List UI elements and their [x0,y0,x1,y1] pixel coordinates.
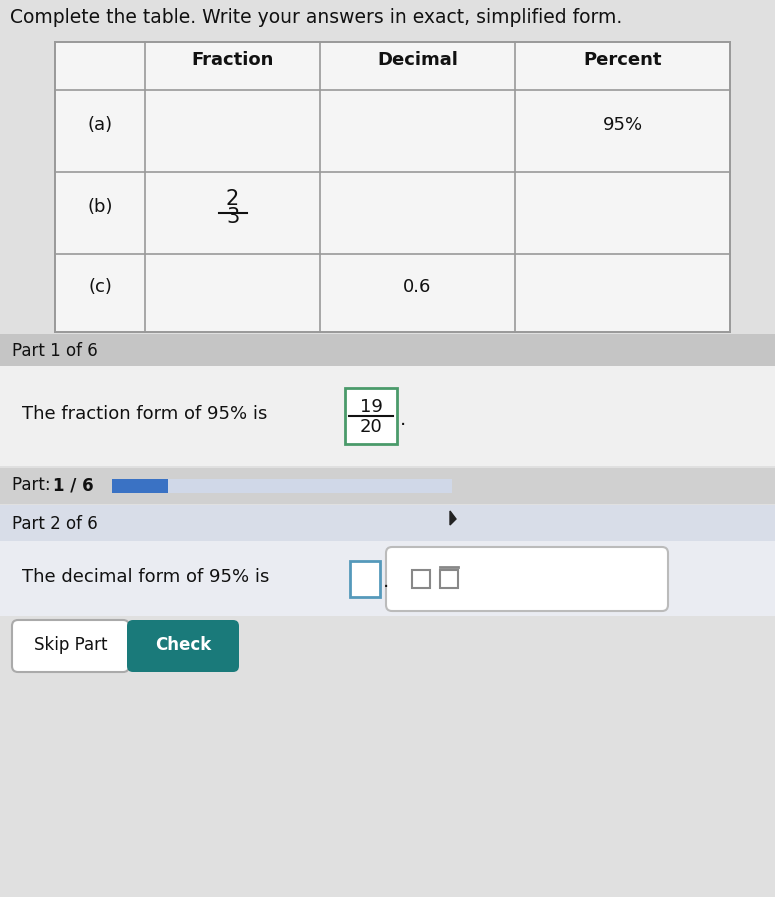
Bar [112,479,168,493]
Bar [55,42,730,332]
Bar [0,334,775,366]
Text: (c): (c) [88,278,112,296]
Text: Fraction: Fraction [191,51,274,69]
Text: 3: 3 [226,207,239,227]
Bar [350,561,380,597]
Bar [112,479,452,493]
Text: The fraction form of 95% is: The fraction form of 95% is [22,405,267,423]
Text: Part 1 of 6: Part 1 of 6 [12,342,98,360]
Text: The decimal form of 95% is: The decimal form of 95% is [22,568,270,586]
Bar [440,570,458,588]
Bar [345,388,397,444]
Text: Percent: Percent [584,51,662,69]
Text: 95%: 95% [602,116,642,134]
Text: Skip Part: Skip Part [34,636,107,654]
Text: 20: 20 [360,418,382,436]
Bar [0,505,775,541]
Text: (a): (a) [88,116,112,134]
Text: 1 / 6: 1 / 6 [53,476,94,494]
Text: (b): (b) [88,198,112,216]
Text: .: . [400,410,406,429]
Text: Part 2 of 6: Part 2 of 6 [12,515,98,533]
Text: Part:: Part: [12,476,56,494]
FancyBboxPatch shape [127,620,239,672]
Bar [0,617,775,675]
Text: 19: 19 [360,398,382,416]
Bar [0,366,775,466]
FancyBboxPatch shape [386,547,668,611]
Bar [0,541,775,616]
Text: 0.6: 0.6 [403,278,432,296]
Text: Decimal: Decimal [377,51,458,69]
FancyBboxPatch shape [12,620,129,672]
Text: Complete the table. Write your answers in exact, simplified form.: Complete the table. Write your answers i… [10,8,622,27]
Bar [0,468,775,504]
Bar [412,570,430,588]
Text: Check: Check [155,636,211,654]
Text: 2: 2 [226,189,239,209]
Text: .: . [383,572,389,591]
Polygon shape [450,511,456,525]
